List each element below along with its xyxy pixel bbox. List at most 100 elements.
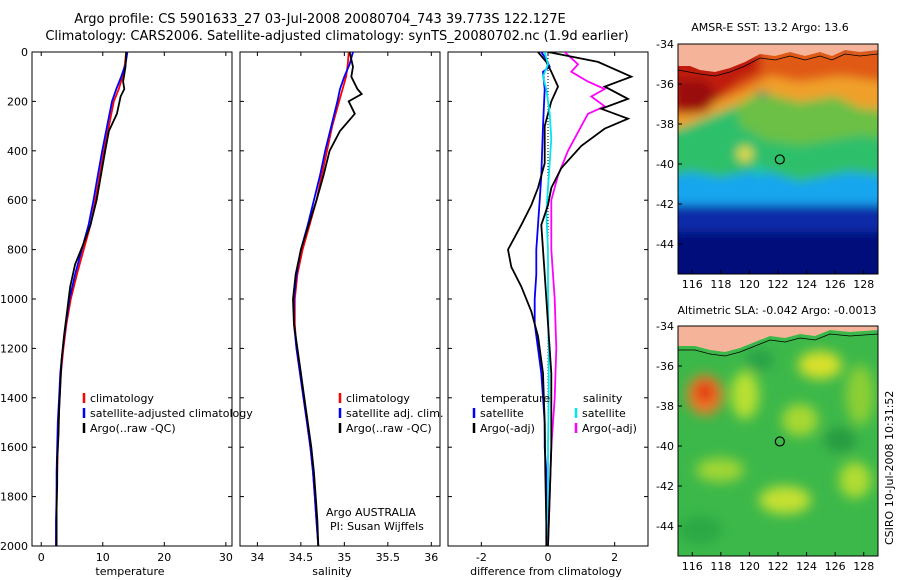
difference-xtick-label: 2	[611, 551, 618, 564]
figure-title-line1: Argo profile: CS 5901633_27 03-Jul-2008 …	[74, 12, 565, 27]
difference-legend-temp-1-label: Argo(-adj)	[480, 422, 535, 435]
depth-tick-label: 800	[7, 244, 28, 257]
temperature-series	[55, 52, 129, 546]
temperature-axes-frame	[31, 51, 233, 547]
sla-map-ytick-label: -36	[656, 360, 674, 373]
depth-tick-label: 1200	[0, 342, 28, 355]
sla-map-ytick-label: -34	[656, 320, 674, 333]
credit-line1: Argo AUSTRALIA	[326, 506, 416, 519]
sst-coastline	[678, 53, 878, 77]
temperature-legend-1-label: satellite-adjusted climatology	[90, 407, 253, 420]
salinity-xtick-label: 34.5	[289, 551, 314, 564]
difference-series	[507, 52, 634, 546]
sla-argo-location-marker	[774, 436, 785, 447]
temperature-legend: climatology satellite-adjusted climatolog…	[82, 392, 253, 435]
difference-xtick-label: 0	[545, 551, 552, 564]
depth-tick-label: 400	[7, 145, 28, 158]
figure-title-line2: Climatology: CARS2006. Satellite-adjuste…	[45, 29, 628, 44]
sla-coastline	[678, 333, 878, 357]
sla-map-xtick-label: 116	[682, 560, 703, 573]
sst-map-xtick-label: 128	[853, 278, 874, 291]
sst-land-mask	[678, 44, 878, 72]
salinity-legend-0-label: climatology	[346, 392, 410, 405]
sst-map-ytick-label: -38	[656, 118, 674, 131]
sst-map-xtick-label: 120	[739, 278, 760, 291]
sla-map-xtick-label: 128	[853, 560, 874, 573]
sst-map-xtick-label: 116	[682, 278, 703, 291]
sla-map-ytick-label: -38	[656, 400, 674, 413]
depth-tick-label: 2000	[0, 540, 28, 553]
sst-map-ytick-label: -44	[656, 238, 674, 251]
salinity-series-argo-raw-qc	[292, 52, 364, 546]
sla-map-ticks: 116 118 120 122 124 126 128 -34 -36 -38 -40 -42 -44	[656, 320, 874, 573]
sla-land-mask	[678, 326, 878, 352]
depth-tick-label: 1400	[0, 392, 28, 405]
temperature-series-argo-raw-qc	[55, 52, 128, 546]
salinity-legend-1-label: satellite adj. clim.	[346, 407, 443, 420]
salinity-xtick-label: 35.5	[376, 551, 401, 564]
sla-heatmap-field	[678, 326, 878, 556]
difference-series-salinity-satellite	[542, 52, 553, 546]
salinity-xtick-label: 36	[424, 551, 438, 564]
salinity-series-climatology	[293, 52, 350, 546]
temperature-panel: 0 10 20 30 0 200 400 600 800 1000 1200 1400 1600 1800…	[0, 46, 253, 578]
sst-map-ytick-label: -40	[656, 158, 674, 171]
temperature-xtick-label: 30	[219, 551, 233, 564]
sla-map-xtick-label: 126	[825, 560, 846, 573]
sst-map-title: AMSR-E SST: 13.2 Argo: 13.6	[691, 21, 849, 34]
salinity-legend-2-label: Argo(..raw -QC)	[346, 422, 432, 435]
salinity-axes-frame	[239, 51, 441, 547]
difference-legend-sal-0-label: satellite	[582, 407, 626, 420]
depth-tick-label: 200	[7, 95, 28, 108]
sla-map-xtick-label: 122	[768, 560, 789, 573]
difference-series-salinity-argo-adj	[547, 52, 607, 546]
sla-map: Altimetric SLA: -0.042 Argo: -0.0013	[656, 304, 879, 573]
difference-series-salinity-argo-adj-raw	[540, 52, 634, 546]
difference-xtick-label: -2	[476, 551, 487, 564]
sst-map-xtick-label: 118	[710, 278, 731, 291]
depth-tick-label: 1800	[0, 491, 28, 504]
sla-map-xtick-label: 118	[710, 560, 731, 573]
difference-legend: temperature salinity satellite Argo(-adj) sa…	[472, 392, 637, 435]
timestamp-side-label: CSIRO 10-Jul-2008 10:31:52	[883, 391, 896, 545]
temperature-xlabel: temperature	[95, 565, 164, 578]
sst-map-ytick-label: -36	[656, 78, 674, 91]
sla-map-xtick-label: 120	[739, 560, 760, 573]
sst-argo-location-marker	[774, 154, 785, 165]
depth-tick-label: 1000	[0, 293, 28, 306]
difference-xlabel: difference from climatology	[470, 565, 622, 578]
temperature-xtick-label: 20	[157, 551, 171, 564]
temperature-series-climatology	[55, 52, 128, 546]
sla-map-ytick-label: -40	[656, 440, 674, 453]
temperature-xtick-label: 10	[96, 551, 110, 564]
credit-line2: PI: Susan Wijffels	[330, 520, 424, 533]
salinity-legend: climatology satellite adj. clim. Argo(..ra…	[338, 392, 443, 435]
sst-map-ytick-label: -42	[656, 198, 674, 211]
salinity-xtick-label: 34	[250, 551, 264, 564]
temperature-legend-2-label: Argo(..raw -QC)	[90, 422, 176, 435]
difference-legend-sal-1-label: Argo(-adj)	[582, 422, 637, 435]
temperature-legend-0-label: climatology	[90, 392, 154, 405]
salinity-series	[292, 52, 364, 546]
sst-map-ytick-label: -34	[656, 38, 674, 51]
salinity-xlabel: salinity	[312, 565, 352, 578]
temperature-series-satellite-adjusted-climatology	[55, 52, 129, 546]
sst-map-xtick-label: 124	[796, 278, 817, 291]
salinity-xtick-label: 35	[337, 551, 351, 564]
difference-legend-temperature-title: temperature	[481, 392, 550, 405]
difference-series-temperature-argo-adj	[507, 52, 559, 546]
salinity-panel: 34 34.5 35 35.5 36 climatology satellite adj.…	[239, 51, 443, 578]
difference-panel: -2 0 2 temperature salinity satellite Argo(-a…	[447, 51, 649, 578]
difference-legend-temp-0-label: satellite	[480, 407, 524, 420]
sst-map-ticks: 116 118 120 122 124 126 128 -34 -36 -38 -40 -42 -44	[656, 38, 874, 291]
sst-heatmap-field	[678, 44, 878, 274]
sst-map-xtick-label: 126	[825, 278, 846, 291]
temperature-xtick-label: 0	[38, 551, 45, 564]
sla-map-title: Altimetric SLA: -0.042 Argo: -0.0013	[678, 304, 877, 317]
sst-map: AMSR-E SST: 13.2 Argo: 13.6 116 118 120 122	[656, 21, 879, 291]
depth-tick-label: 600	[7, 194, 28, 207]
difference-legend-salinity-title: salinity	[583, 392, 623, 405]
salinity-ticks: 34 34.5 35 35.5 36	[240, 51, 440, 564]
sst-map-xtick-label: 122	[768, 278, 789, 291]
